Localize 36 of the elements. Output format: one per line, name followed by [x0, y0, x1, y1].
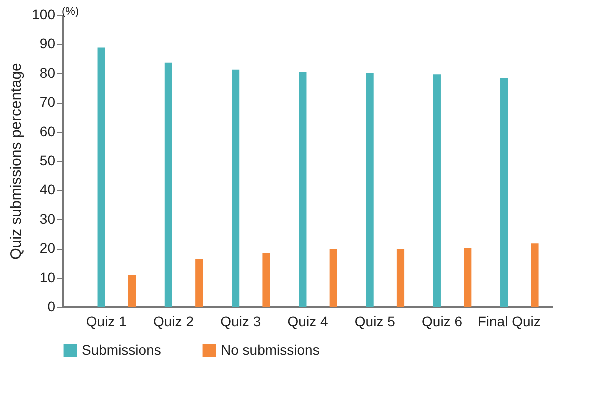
x-tick-label: Quiz 6 — [422, 314, 463, 330]
y-tick-label: 50 — [40, 152, 56, 168]
bar — [531, 244, 539, 307]
y-tick-label: 60 — [40, 123, 56, 140]
x-tick-label: Quiz 5 — [354, 314, 396, 330]
bar — [500, 78, 508, 307]
bar — [262, 252, 270, 307]
y-tick-label: 10 — [40, 269, 56, 286]
bar — [330, 249, 338, 307]
bar — [299, 72, 307, 307]
x-tick-label: Quiz 1 — [86, 314, 128, 330]
y-tick-label: 90 — [40, 36, 56, 52]
bar — [196, 259, 204, 307]
y-tick-label: 40 — [40, 182, 56, 198]
x-tick-label: Quiz 3 — [220, 314, 262, 330]
y-tick-label: 0 — [48, 298, 56, 314]
y-axis-title: Quiz submissions percentage — [8, 63, 26, 260]
y-tick-label: 100 — [32, 6, 56, 22]
bar — [128, 275, 136, 307]
y-tick-label: 20 — [40, 240, 56, 256]
y-tick-label: 30 — [40, 210, 56, 227]
legend-label: Submissions — [82, 342, 162, 358]
bar — [396, 249, 405, 307]
x-tick-label: Quiz 2 — [154, 314, 194, 330]
legend-label: No submissions — [221, 342, 320, 358]
bar — [366, 73, 374, 307]
bar — [164, 62, 172, 307]
x-tick-label: Quiz 4 — [288, 314, 328, 330]
y-tick-label: 70 — [40, 94, 56, 110]
bar — [232, 70, 240, 307]
bar — [98, 48, 106, 307]
bar — [464, 248, 472, 307]
bar — [433, 74, 441, 307]
y-tick-label: 80 — [40, 64, 56, 81]
x-tick-label: Final Quiz — [478, 314, 541, 330]
annotation: (%) — [62, 6, 80, 18]
